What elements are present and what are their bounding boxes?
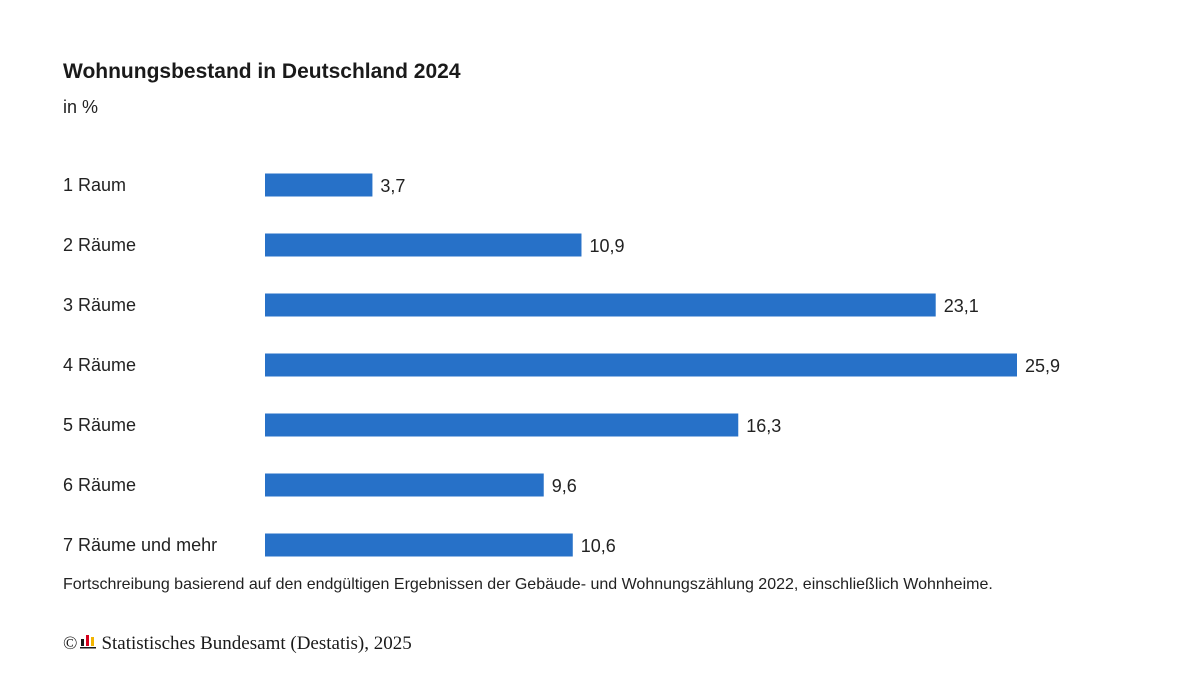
value-label: 25,9 bbox=[1025, 356, 1060, 376]
chart-subtitle: in % bbox=[63, 97, 99, 117]
category-label: 3 Räume bbox=[63, 295, 136, 315]
value-label: 3,7 bbox=[380, 176, 405, 196]
category-label: 1 Raum bbox=[63, 175, 126, 195]
copyright-symbol: © bbox=[63, 633, 78, 654]
source-line: © Statistisches Bundesamt (Destatis), 20… bbox=[63, 633, 412, 655]
bar bbox=[265, 233, 582, 257]
category-label: 6 Räume bbox=[63, 475, 136, 495]
category-label: 4 Räume bbox=[63, 355, 136, 375]
destatis-logo-icon bbox=[80, 633, 97, 655]
value-label: 10,9 bbox=[589, 236, 624, 256]
bar bbox=[265, 533, 573, 557]
footnote: Fortschreibung basierend auf den endgült… bbox=[63, 576, 993, 593]
bar bbox=[265, 413, 739, 437]
source-text: Statistisches Bundesamt (Destatis), 2025 bbox=[101, 633, 412, 654]
category-label: 2 Räume bbox=[63, 235, 136, 255]
value-label: 9,6 bbox=[552, 476, 577, 496]
category-label: 7 Räume und mehr bbox=[63, 535, 217, 555]
bar bbox=[265, 353, 1017, 377]
category-label: 5 Räume bbox=[63, 415, 136, 435]
bar bbox=[265, 293, 936, 317]
chart-title: Wohnungsbestand in Deutschland 2024 bbox=[63, 60, 461, 83]
bar bbox=[265, 173, 373, 197]
value-label: 10,6 bbox=[581, 536, 616, 556]
bar bbox=[265, 473, 544, 497]
value-label: 23,1 bbox=[944, 296, 979, 316]
value-label: 16,3 bbox=[746, 416, 781, 436]
